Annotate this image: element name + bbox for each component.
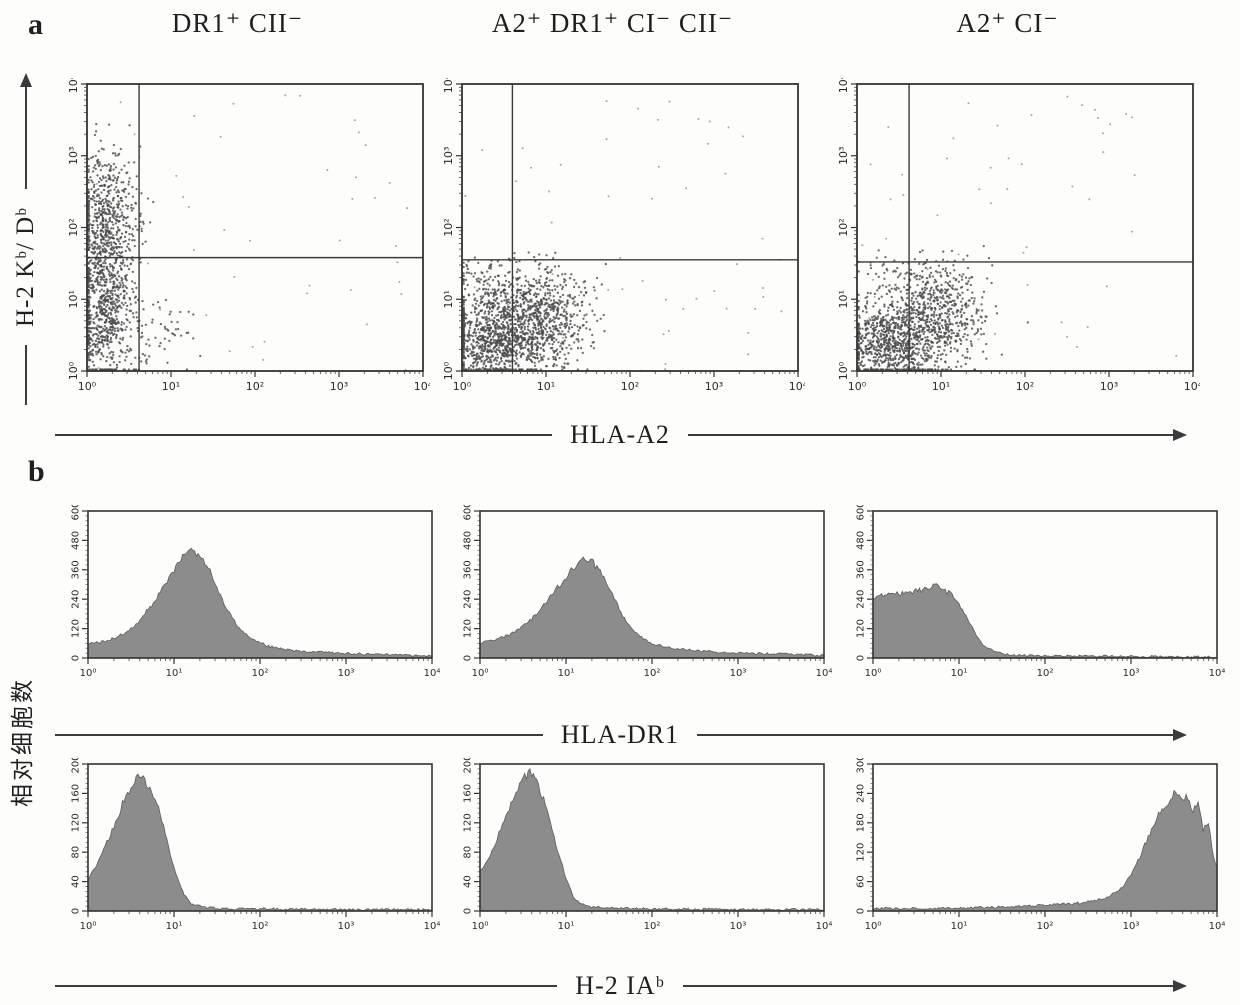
plot-title-dr1-cii: DR1⁺ CII⁻ [171, 8, 304, 38]
svg-text:10³: 10³ [837, 147, 850, 165]
svg-text:120: 120 [463, 619, 474, 638]
svg-text:0: 0 [463, 655, 474, 661]
svg-text:10²: 10² [1016, 380, 1034, 393]
svg-text:10⁰: 10⁰ [67, 361, 80, 380]
y-axis-label-panel-a: H-2 Kᵇ/ Dᵇ [8, 75, 44, 405]
svg-text:10²: 10² [67, 218, 80, 236]
plot-title-a2-ci: A2⁺ CI⁻ [956, 8, 1059, 38]
x-axis-arrow-hla-dr1: HLA-DR1 [55, 720, 1187, 749]
svg-text:10⁴: 10⁴ [789, 380, 805, 393]
panel-a-label: a [28, 8, 43, 41]
x-axis-label-hla-dr1: HLA-DR1 [560, 720, 680, 749]
svg-text:10⁴: 10⁴ [424, 668, 440, 679]
svg-text:10²: 10² [442, 218, 455, 236]
svg-text:10³: 10³ [338, 668, 355, 679]
svg-text:600: 600 [71, 505, 82, 521]
svg-text:10³: 10³ [705, 380, 723, 393]
svg-text:10⁰: 10⁰ [453, 380, 472, 393]
svg-text:120: 120 [71, 619, 82, 638]
scatter-plot-dr1-cii: 10⁰ 10¹ 10² 10³ 10⁴ 10⁰ 10¹ 10² 10³ 10⁴ [67, 78, 430, 393]
svg-text:10²: 10² [837, 218, 850, 236]
arrowhead-icon [697, 729, 1187, 741]
arrowhead-icon [687, 429, 1188, 441]
plot-title-a2-dr1-ci-cii: A2⁺ DR1⁺ CI⁻ CII⁻ [491, 8, 734, 38]
svg-text:10⁰: 10⁰ [837, 361, 850, 380]
panel-b-label: b [28, 455, 45, 488]
svg-text:10⁰: 10⁰ [442, 361, 455, 380]
x-axis-label-h2iab: H-2 IAᵇ [575, 971, 665, 1000]
svg-text:10⁰: 10⁰ [848, 380, 867, 393]
scatter-plot-a2-ci: 10⁰ 10¹ 10² 10³ 10⁴ 10⁰ 10¹ 10² 10³ 10⁴ [837, 78, 1200, 393]
x-axis-arrow-hla-a2: HLA-A2 [55, 420, 1188, 449]
svg-text:480: 480 [463, 531, 474, 550]
svg-text:10⁴: 10⁴ [1184, 380, 1200, 393]
svg-text:10¹: 10¹ [932, 380, 950, 393]
svg-text:10¹: 10¹ [837, 290, 850, 308]
svg-text:360: 360 [71, 560, 82, 579]
svg-text:10¹: 10¹ [537, 380, 555, 393]
svg-text:10⁰: 10⁰ [78, 380, 97, 393]
y-axis-label-text: H-2 Kᵇ/ Dᵇ [12, 207, 39, 327]
svg-text:10¹: 10¹ [162, 380, 180, 393]
axis-line [25, 345, 27, 405]
scatter-plot-a2-dr1-ci-cii: 10⁰ 10¹ 10² 10³ 10⁴ 10⁰ 10¹ 10² 10³ 10⁴ [442, 78, 805, 393]
axis-line [55, 434, 553, 436]
svg-text:10²: 10² [252, 668, 269, 679]
svg-text:10²: 10² [246, 380, 264, 393]
svg-text:10⁰: 10⁰ [80, 668, 97, 679]
axis-line [55, 734, 543, 736]
svg-text:10¹: 10¹ [166, 668, 183, 679]
axis-line [55, 985, 558, 987]
svg-text:10²: 10² [621, 380, 639, 393]
svg-text:10³: 10³ [1100, 380, 1118, 393]
svg-text:480: 480 [71, 531, 82, 550]
svg-text:240: 240 [71, 590, 82, 609]
svg-text:0: 0 [71, 655, 82, 661]
svg-text:10¹: 10¹ [442, 290, 455, 308]
svg-text:10¹: 10¹ [67, 290, 80, 308]
svg-text:10⁴: 10⁴ [67, 78, 80, 93]
svg-text:10³: 10³ [442, 147, 455, 165]
svg-text:600: 600 [463, 505, 474, 521]
svg-text:10⁴: 10⁴ [837, 78, 850, 93]
svg-text:240: 240 [463, 590, 474, 609]
x-axis-arrow-h2iab: H-2 IAᵇ [55, 971, 1188, 1000]
arrowhead-icon [682, 980, 1188, 992]
svg-text:10⁴: 10⁴ [442, 78, 455, 93]
y-axis-label-panel-b: 相对细胞数 [10, 677, 35, 807]
histogram-hla-dr1-1: 0 120 240 360 480 600 10⁰ 10¹ 10² 10³ 10⁴ [71, 505, 441, 679]
svg-text:360: 360 [463, 560, 474, 579]
x-axis-label-hla-a2: HLA-A2 [570, 420, 670, 449]
svg-text:10³: 10³ [67, 147, 80, 165]
svg-text:10⁴: 10⁴ [414, 380, 430, 393]
svg-text:10³: 10³ [330, 380, 348, 393]
arrowhead-icon [25, 75, 27, 190]
